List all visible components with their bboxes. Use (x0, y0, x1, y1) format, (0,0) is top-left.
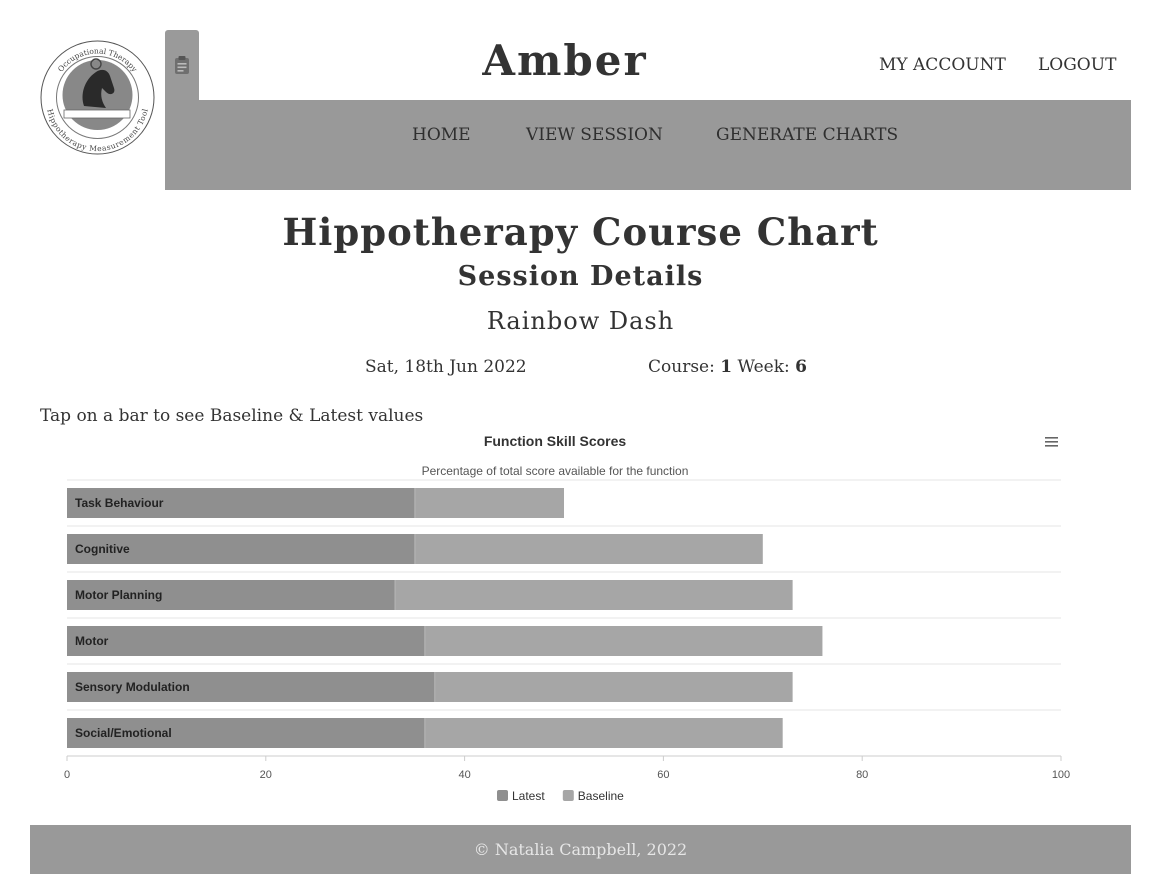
bar-latest[interactable] (67, 488, 415, 518)
footer: © Natalia Campbell, 2022 (30, 825, 1131, 874)
x-tick-label: 20 (260, 769, 272, 781)
chart-subtitle: Percentage of total score available for … (422, 464, 689, 478)
hamburger-menu-icon (1045, 437, 1058, 447)
week-value: 6 (795, 357, 807, 377)
nav-home[interactable]: HOME (412, 125, 471, 145)
bar-latest[interactable] (67, 672, 435, 702)
clipboard-tab[interactable] (165, 30, 199, 100)
page-subtitle: Session Details (457, 261, 704, 292)
x-tick-label: 100 (1052, 769, 1070, 781)
week-label: Week: (737, 357, 790, 377)
category-label: Sensory Modulation (75, 680, 190, 694)
my-account-link[interactable]: MY ACCOUNT (879, 55, 1006, 75)
app-logo[interactable]: Occupational Therapy Hippotherapy Measur… (40, 40, 155, 155)
function-skill-chart: Function Skill Scores Percentage of tota… (40, 428, 1101, 813)
bar-latest[interactable] (67, 626, 425, 656)
course-value: 1 (720, 357, 733, 377)
nav-view-session[interactable]: VIEW SESSION (526, 125, 663, 145)
chart-menu-button[interactable] (1042, 434, 1062, 450)
legend-item[interactable]: Baseline (562, 789, 624, 803)
bar-latest[interactable] (67, 534, 415, 564)
session-date: Sat, 18th Jun 2022 (365, 357, 527, 377)
nav-generate-charts[interactable]: GENERATE CHARTS (716, 125, 899, 145)
category-label: Motor (75, 634, 109, 648)
x-tick-label: 60 (657, 769, 669, 781)
legend-swatch (497, 790, 508, 801)
course-week-info: Course: 1 Week: 6 (648, 357, 807, 377)
x-tick-label: 80 (856, 769, 868, 781)
bar-latest[interactable] (67, 580, 396, 610)
main-navbar: HOME VIEW SESSION GENERATE CHARTS (165, 100, 1131, 190)
category-label: Motor Planning (75, 588, 162, 602)
category-label: Task Behaviour (75, 496, 164, 510)
legend-item[interactable]: Latest (497, 789, 545, 803)
legend-label: Baseline (578, 789, 624, 803)
horse-name: Rainbow Dash (486, 307, 675, 335)
clipboard-icon (175, 56, 189, 74)
brand-name: Amber (482, 36, 648, 85)
chart-hint-text: Tap on a bar to see Baseline & Latest va… (40, 406, 424, 426)
legend-swatch (562, 790, 574, 801)
page-title: Hippotherapy Course Chart (282, 210, 879, 254)
x-tick-label: 40 (458, 769, 470, 781)
legend-label: Latest (512, 789, 545, 803)
x-tick-label: 0 (64, 769, 70, 781)
horse-head-logo-icon: Occupational Therapy Hippotherapy Measur… (40, 40, 155, 155)
footer-copyright: © Natalia Campbell, 2022 (473, 840, 688, 859)
category-label: Cognitive (75, 542, 130, 556)
bar-latest[interactable] (67, 718, 425, 748)
chart-title: Function Skill Scores (484, 433, 627, 449)
logout-link[interactable]: LOGOUT (1038, 55, 1117, 75)
course-label: Course: (648, 357, 715, 377)
category-label: Social/Emotional (75, 726, 172, 740)
chart-svg: Function Skill Scores Percentage of tota… (64, 433, 1070, 803)
